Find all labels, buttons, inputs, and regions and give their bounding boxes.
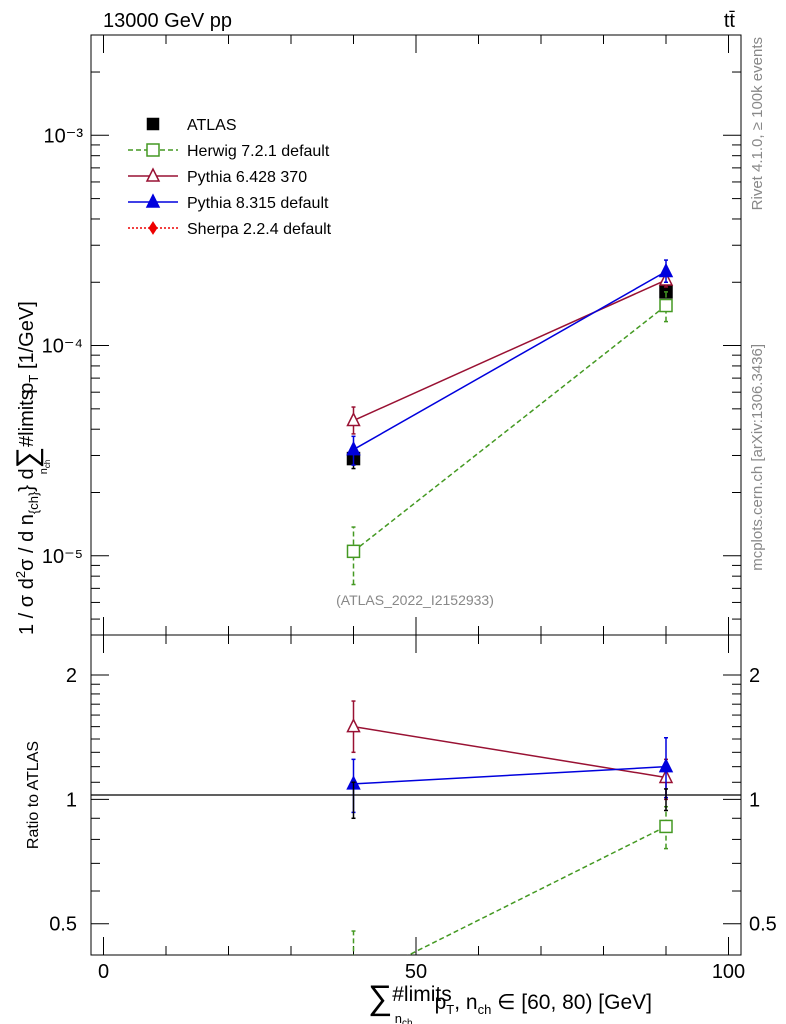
series-herwig-7-2-1-default bbox=[346, 291, 673, 586]
data-point bbox=[658, 757, 674, 773]
data-point bbox=[146, 143, 160, 157]
process-label: tt̄ bbox=[724, 10, 736, 32]
ratio-y-tick-label-right: 1 bbox=[749, 789, 760, 811]
main-y-tick-label: 10⁻³ bbox=[44, 125, 84, 147]
x-tick-label: 50 bbox=[405, 961, 427, 983]
series-pythia-8-315-default bbox=[346, 736, 674, 814]
legend-label: Herwig 7.2.1 default bbox=[187, 143, 330, 160]
series-line bbox=[353, 279, 667, 422]
legend-entry: Pythia 8.315 default bbox=[128, 193, 329, 212]
main-y-tick-label: 10⁻⁵ bbox=[42, 546, 83, 568]
mcplots-label: mcplots.cern.ch [arXiv:1306.3436] bbox=[749, 344, 766, 571]
legend-entry: ATLAS bbox=[146, 117, 237, 134]
ratio-y-tick-label-right: 2 bbox=[749, 665, 760, 687]
series-line bbox=[353, 765, 667, 785]
energy-label: 13000 GeV pp bbox=[103, 10, 232, 32]
data-point bbox=[658, 262, 674, 278]
data-point bbox=[346, 440, 361, 456]
series-atlas-uncertainty bbox=[351, 781, 668, 820]
legend-label: ATLAS bbox=[187, 117, 237, 134]
series-pythia-6-428-370 bbox=[346, 271, 674, 435]
legend-label: Pythia 8.315 default bbox=[187, 195, 329, 212]
main-series-layer bbox=[346, 259, 674, 586]
x-tick-label: 100 bbox=[712, 961, 745, 983]
series-line bbox=[353, 270, 667, 451]
svg-text:1 / σ d2σ / d n{ch}} d∑#limits: 1 / σ d2σ / d n{ch}} d∑#limitsnchpT [1/G… bbox=[11, 301, 52, 635]
main-y-tick-label: 10⁻⁴ bbox=[42, 336, 83, 358]
legend: ATLAS Herwig 7.2.1 default Pythia 6.428 37… bbox=[128, 117, 332, 238]
data-point bbox=[346, 544, 361, 559]
legend-entry: Herwig 7.2.1 default bbox=[128, 143, 330, 160]
ratio-y-tick-label-right: 0.5 bbox=[749, 914, 777, 936]
data-point bbox=[346, 717, 361, 733]
data-point bbox=[659, 819, 673, 834]
series-line bbox=[407, 825, 667, 955]
series-line bbox=[353, 304, 667, 552]
data-point bbox=[145, 167, 161, 182]
data-point bbox=[148, 221, 158, 235]
main-y-axis-title: 1 / σ d2σ / d n{ch}} d∑#limitsnchpT [1/G… bbox=[11, 301, 52, 635]
legend-entry: Sherpa 2.2.4 default bbox=[128, 221, 332, 238]
ratio-y-axis: 0.5 0.5 1 1 2 2 bbox=[49, 665, 777, 936]
series-pythia-8-315-default bbox=[346, 259, 674, 466]
series-herwig-7-2-1-default bbox=[351, 805, 673, 955]
ratio-y-axis-title: Ratio to ATLAS bbox=[25, 741, 42, 849]
ratio-series-layer bbox=[346, 700, 674, 955]
ratio-y-tick-label-left: 1 bbox=[66, 789, 77, 811]
data-point bbox=[146, 117, 160, 131]
x-axis: 0 50 100 bbox=[98, 35, 745, 983]
rivet-label: Rivet 4.1.0, ≥ 100k events bbox=[749, 37, 766, 210]
analysis-id-label: (ATLAS_2022_I2152933) bbox=[336, 592, 494, 608]
main-y-axis: 10⁻⁵ 10⁻⁴ 10⁻³ bbox=[42, 34, 741, 620]
ratio-y-tick-label-left: 2 bbox=[66, 665, 77, 687]
data-point bbox=[145, 193, 161, 208]
legend-label: Sherpa 2.2.4 default bbox=[187, 221, 332, 238]
legend-label: Pythia 6.428 370 bbox=[187, 169, 307, 186]
ratio-y-tick-label-left: 0.5 bbox=[49, 914, 77, 936]
data-point bbox=[346, 411, 361, 427]
data-point bbox=[659, 298, 673, 313]
svg-text:∑#limitsnchpT, nch ∈ [60, 80): ∑#limits nchpT, nch ∈ [60, 80) [GeV] bbox=[368, 979, 652, 1024]
legend-entry: Pythia 6.428 370 bbox=[128, 167, 307, 186]
x-axis-title: ∑#limits nchpT, nch ∈ [60, 80) [GeV] bbox=[368, 979, 652, 1024]
x-tick-label: 0 bbox=[98, 961, 109, 983]
